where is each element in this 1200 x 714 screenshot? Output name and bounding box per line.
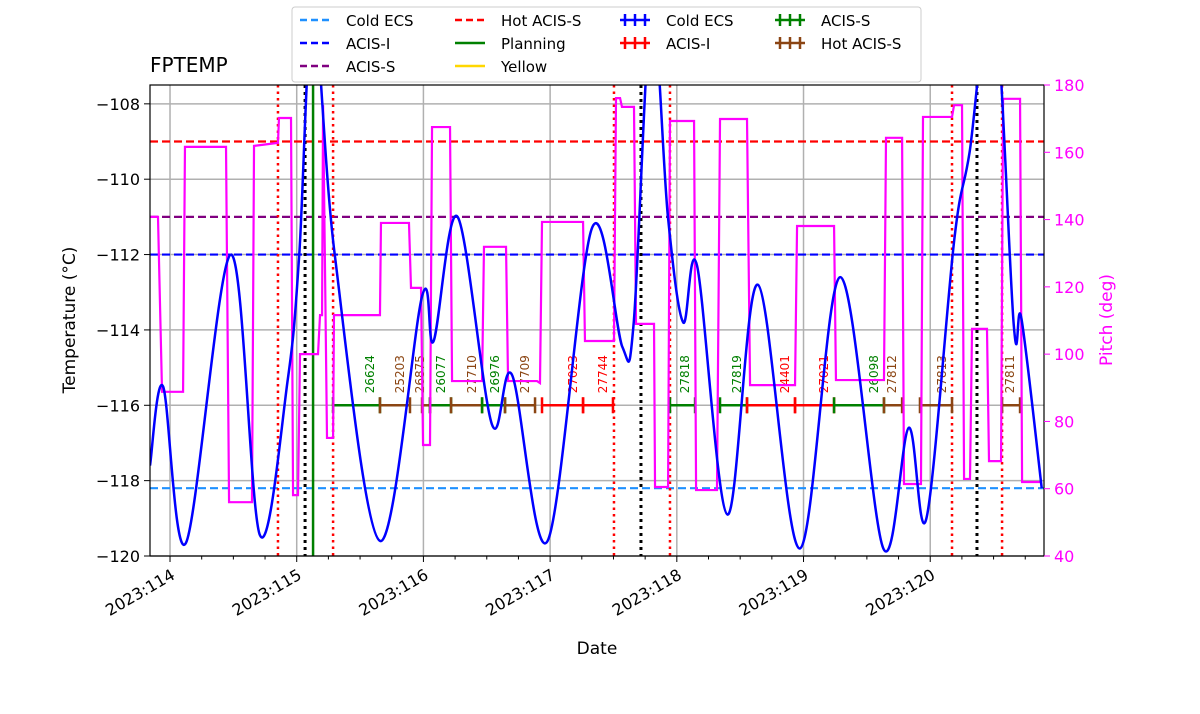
legend-label: Hot ACIS-S <box>501 12 581 30</box>
legend-item: Cold ECS <box>620 12 734 30</box>
obsid-label: 26098 <box>867 355 881 393</box>
y2-tick-label: 100 <box>1054 345 1085 364</box>
y2-tick-label: 140 <box>1054 211 1085 230</box>
obsid-label: 26875 <box>413 355 427 393</box>
legend-item: Hot ACIS-S <box>455 12 581 30</box>
y2-tick-label: 60 <box>1054 480 1074 499</box>
legend-label: Hot ACIS-S <box>821 35 901 53</box>
obsid-label: 27710 <box>465 355 479 393</box>
y2-tick-label: 160 <box>1054 143 1085 162</box>
legend-label: ACIS-I <box>666 35 710 53</box>
obsid-label: 27818 <box>678 355 692 393</box>
plot-frame <box>149 84 1045 557</box>
y2-tick-label: 180 <box>1054 76 1085 95</box>
legend-label: Yellow <box>500 58 547 76</box>
plot-content: 26624 25203 26875 26077 27710 26976 27709 27023… <box>150 85 1044 556</box>
legend-item: ACIS-S <box>775 12 870 30</box>
x-tick-label: 2023:118 <box>609 565 685 620</box>
y-tick-label: −114 <box>96 321 140 340</box>
obsid-label: 25203 <box>393 355 407 393</box>
obsid-label: 26077 <box>434 355 448 393</box>
legend-item: ACIS-S <box>300 58 395 76</box>
chart-title: FPTEMP <box>150 53 228 77</box>
legend-label: Planning <box>501 35 566 53</box>
y-axis-label: Temperature (°C) <box>60 247 80 395</box>
x-tick-label: 2023:120 <box>862 565 938 620</box>
legend-label: ACIS-S <box>821 12 870 30</box>
legend-item: Cold ECS <box>300 12 414 30</box>
y-tick-label: −108 <box>96 95 140 114</box>
legend-item: Planning <box>455 35 566 53</box>
y-tick-label: −112 <box>96 246 140 265</box>
obsid-label: 26624 <box>363 355 377 393</box>
legend: Cold ECS ACIS-I ACIS-S Hot ACIS-S Planning Ye… <box>291 6 922 83</box>
obsid-label: 27811 <box>1003 355 1017 393</box>
legend-item: Hot ACIS-S <box>775 35 901 53</box>
legend-item: Yellow <box>455 58 547 76</box>
obsid-label: 26976 <box>488 355 502 393</box>
legend-label: Cold ECS <box>346 12 414 30</box>
y2-tick-label: 40 <box>1054 547 1074 566</box>
legend-label: Cold ECS <box>666 12 734 30</box>
legend-item: ACIS-I <box>620 35 710 53</box>
x-tick-label: 2023:115 <box>229 565 305 620</box>
plot-area <box>150 85 1044 556</box>
y-tick-label: −118 <box>96 472 140 491</box>
y2-axis-label: Pitch (deg) <box>1097 274 1117 366</box>
y-tick-label: −120 <box>96 547 140 566</box>
obsid-label: 24401 <box>778 355 792 393</box>
y-tick-label: −116 <box>96 396 140 415</box>
obsid-label: 27709 <box>518 355 532 393</box>
x-axis-label: Date <box>577 639 618 659</box>
x-tick-label: 2023:114 <box>102 565 178 620</box>
obsid-label: 27744 <box>596 355 610 393</box>
x-tick-label: 2023:117 <box>482 565 558 620</box>
obsid-label: 27819 <box>730 355 744 393</box>
legend-label: ACIS-I <box>346 35 390 53</box>
legend-label: ACIS-S <box>346 58 395 76</box>
pitch-line <box>150 97 1042 504</box>
x-tick-label: 2023:116 <box>356 565 432 620</box>
y-tick-label: −110 <box>96 170 140 189</box>
legend-item: ACIS-I <box>300 35 390 53</box>
legend-frame <box>291 6 922 83</box>
temperature-line <box>150 85 1043 553</box>
obsid-label: 27812 <box>885 355 899 393</box>
y2-tick-label: 120 <box>1054 278 1085 297</box>
y2-tick-label: 80 <box>1054 412 1074 431</box>
x-tick-label: 2023:119 <box>736 565 812 620</box>
